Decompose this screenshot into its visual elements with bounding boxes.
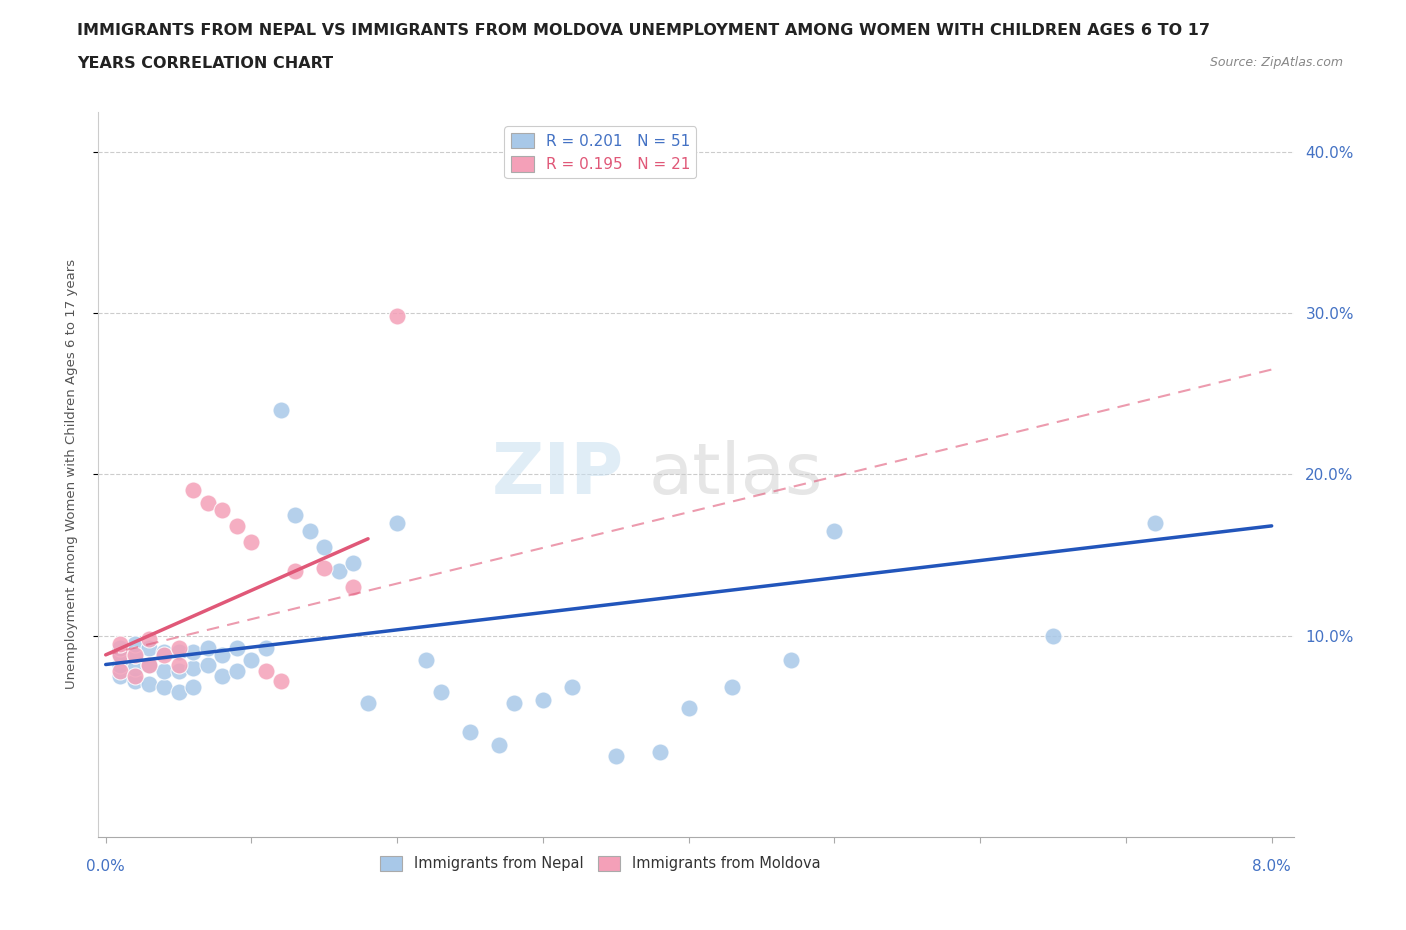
- Point: [138, 676, 160, 691]
- Point: [167, 641, 190, 656]
- Point: [138, 658, 160, 672]
- Point: [561, 680, 583, 695]
- Legend: Immigrants from Nepal, Immigrants from Moldova: Immigrants from Nepal, Immigrants from M…: [374, 850, 827, 877]
- Point: [270, 673, 292, 688]
- Point: [124, 647, 146, 662]
- Point: [110, 658, 132, 672]
- Point: [138, 631, 160, 646]
- Text: 0.0%: 0.0%: [86, 858, 125, 874]
- Point: [458, 724, 481, 739]
- Point: [314, 561, 336, 576]
- Point: [167, 644, 190, 659]
- Point: [110, 647, 132, 662]
- Point: [181, 483, 204, 498]
- Point: [314, 539, 336, 554]
- Point: [124, 673, 146, 688]
- Point: [342, 579, 364, 594]
- Point: [225, 641, 247, 656]
- Point: [531, 693, 554, 708]
- Point: [605, 749, 627, 764]
- Point: [430, 684, 453, 699]
- Point: [211, 669, 233, 684]
- Point: [678, 700, 700, 715]
- Point: [225, 663, 247, 678]
- Point: [385, 309, 409, 324]
- Point: [110, 641, 132, 656]
- Point: [721, 680, 744, 695]
- Point: [357, 696, 380, 711]
- Point: [197, 658, 219, 672]
- Y-axis label: Unemployment Among Women with Children Ages 6 to 17 years: Unemployment Among Women with Children A…: [65, 259, 77, 689]
- Point: [124, 669, 146, 684]
- Point: [254, 641, 277, 656]
- Text: Source: ZipAtlas.com: Source: ZipAtlas.com: [1209, 56, 1343, 69]
- Point: [1042, 628, 1064, 643]
- Point: [153, 680, 176, 695]
- Text: 8.0%: 8.0%: [1253, 858, 1291, 874]
- Point: [211, 502, 233, 517]
- Point: [167, 663, 190, 678]
- Point: [124, 636, 146, 651]
- Point: [415, 652, 437, 667]
- Text: ZIP: ZIP: [492, 440, 624, 509]
- Point: [488, 737, 510, 752]
- Point: [385, 515, 409, 530]
- Point: [153, 663, 176, 678]
- Text: YEARS CORRELATION CHART: YEARS CORRELATION CHART: [77, 56, 333, 71]
- Point: [110, 647, 132, 662]
- Point: [124, 660, 146, 675]
- Point: [153, 644, 176, 659]
- Point: [211, 647, 233, 662]
- Point: [779, 652, 801, 667]
- Point: [110, 669, 132, 684]
- Point: [138, 658, 160, 672]
- Text: atlas: atlas: [648, 440, 823, 509]
- Point: [240, 652, 263, 667]
- Point: [225, 518, 247, 533]
- Point: [270, 403, 292, 418]
- Point: [181, 680, 204, 695]
- Point: [240, 535, 263, 550]
- Point: [823, 524, 845, 538]
- Point: [110, 636, 132, 651]
- Text: IMMIGRANTS FROM NEPAL VS IMMIGRANTS FROM MOLDOVA UNEMPLOYMENT AMONG WOMEN WITH C: IMMIGRANTS FROM NEPAL VS IMMIGRANTS FROM…: [77, 23, 1211, 38]
- Point: [197, 641, 219, 656]
- Point: [284, 507, 307, 522]
- Point: [153, 647, 176, 662]
- Point: [342, 555, 364, 570]
- Point: [181, 644, 204, 659]
- Point: [648, 744, 671, 759]
- Point: [167, 658, 190, 672]
- Point: [110, 663, 132, 678]
- Point: [298, 524, 321, 538]
- Point: [181, 660, 204, 675]
- Point: [328, 564, 350, 578]
- Point: [254, 663, 277, 678]
- Point: [284, 564, 307, 578]
- Point: [197, 496, 219, 511]
- Point: [167, 684, 190, 699]
- Point: [502, 696, 524, 711]
- Point: [138, 641, 160, 656]
- Point: [124, 647, 146, 662]
- Point: [1144, 515, 1167, 530]
